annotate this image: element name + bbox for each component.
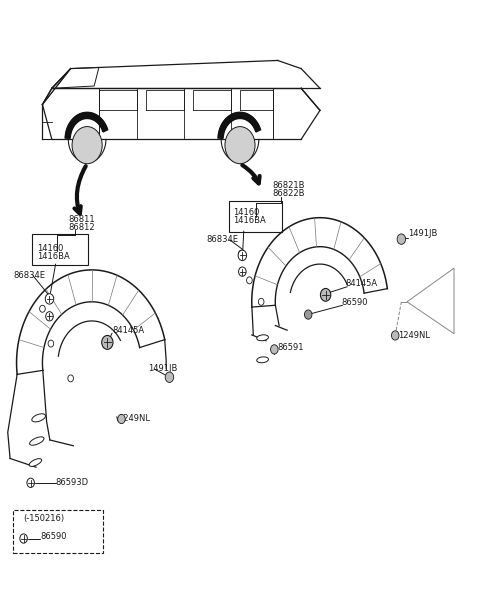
Circle shape [239,267,246,276]
Circle shape [304,310,312,319]
Circle shape [225,127,255,164]
Ellipse shape [30,437,44,445]
Polygon shape [66,112,107,138]
Text: 1416BA: 1416BA [233,216,266,225]
Text: 1249NL: 1249NL [118,414,150,423]
Text: 86812: 86812 [68,223,95,232]
Circle shape [165,372,174,382]
Text: 86834E: 86834E [206,235,238,244]
Ellipse shape [257,335,268,341]
Circle shape [46,311,53,321]
Circle shape [48,340,54,347]
Text: 86593D: 86593D [56,478,89,487]
Text: 1491JB: 1491JB [408,229,438,238]
Circle shape [271,345,278,354]
Circle shape [397,234,406,244]
Circle shape [102,336,113,349]
Text: 86822B: 86822B [272,189,304,198]
Text: 84145A: 84145A [112,326,144,335]
Circle shape [392,331,399,340]
Text: 14160: 14160 [37,244,63,253]
Circle shape [40,305,45,312]
Text: (-150216): (-150216) [24,514,65,523]
Text: 86811: 86811 [68,215,95,224]
Text: 86590: 86590 [341,298,368,307]
Circle shape [72,127,102,164]
Text: 86590: 86590 [40,532,67,541]
Polygon shape [218,112,260,138]
Ellipse shape [32,414,46,422]
Text: 84145A: 84145A [346,279,378,288]
Circle shape [321,288,331,301]
Text: 1416BA: 1416BA [37,252,70,261]
Circle shape [239,250,244,257]
Text: 1491JB: 1491JB [148,364,178,373]
Ellipse shape [29,459,42,466]
Text: 86821B: 86821B [272,181,304,190]
Text: 86834E: 86834E [13,271,45,280]
Circle shape [20,534,27,543]
Text: 1249NL: 1249NL [398,331,430,340]
Text: 86591: 86591 [277,343,304,352]
Text: 14160: 14160 [233,208,260,217]
Circle shape [68,375,73,382]
Circle shape [118,414,125,424]
Ellipse shape [257,357,268,363]
Circle shape [45,294,54,304]
Circle shape [247,277,252,284]
Circle shape [27,478,35,487]
Circle shape [238,250,247,260]
Circle shape [258,298,264,305]
